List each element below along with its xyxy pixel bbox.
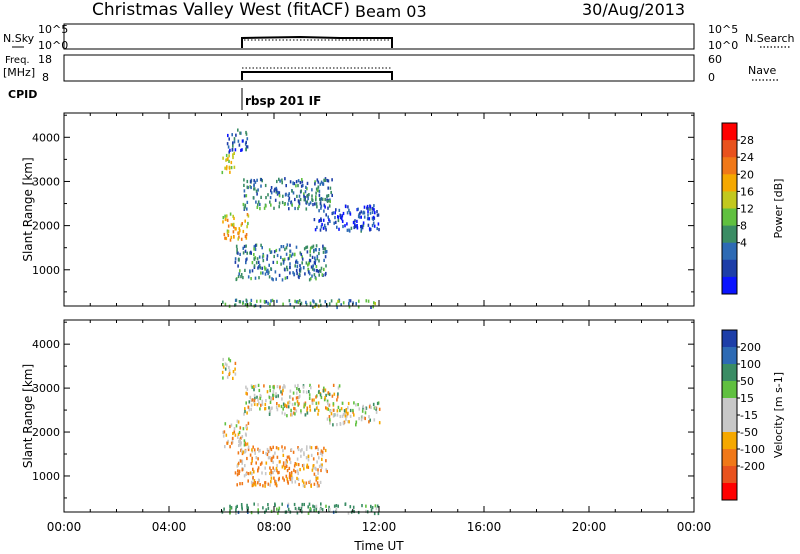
velocity-ytick-3: 4000 <box>32 338 60 351</box>
freq-label-1: Freq. <box>5 55 30 66</box>
velocity-colorbar-swatch-2 <box>722 364 737 382</box>
cpid-label: CPID <box>8 88 37 101</box>
power-colorbar-tick-2: 20 <box>740 168 754 181</box>
power-colorbar: 28 24 20 16 12 8 4 Power [dB] <box>721 122 785 295</box>
power-colorbar-swatch-2 <box>722 157 737 175</box>
velocity-region-0 <box>221 357 237 380</box>
xtick-1: 04:00 <box>152 520 187 534</box>
nsky-panel: N.Sky 10^5 10^0 10^5 10^0 N.Search <box>3 23 795 52</box>
nsky-tick-top-left: 10^5 <box>38 23 68 36</box>
power-colorbar-swatch-4 <box>722 191 737 209</box>
nsky-tick-top-right: 10^5 <box>708 23 738 36</box>
cpid-annotation: rbsp 201 IF <box>245 94 321 108</box>
velocity-colorbar-swatch-9 <box>722 483 737 501</box>
power-colorbar-tick-5: 8 <box>740 220 747 233</box>
power-colorbar-swatch-5 <box>722 208 737 227</box>
xtick-6: 00:00 <box>677 520 712 534</box>
power-colorbar-swatch-6 <box>722 225 737 244</box>
xtick-0: 00:00 <box>47 520 82 534</box>
velocity-colorbar: 200 100 50 15 -15 -50 -100 -200 Velocity [m s-1] <box>721 329 785 501</box>
velocity-colorbar-swatch-6 <box>722 432 737 450</box>
velocity-colorbar-tick-3: 15 <box>740 392 754 405</box>
velocity-colorbar-tick-6: -100 <box>740 443 765 456</box>
station-title: Christmas Valley West (fitACF) <box>92 0 350 20</box>
nsky-label: N.Sky <box>3 32 35 45</box>
velocity-colorbar-tick-5: -50 <box>740 426 758 439</box>
velocity-colorbar-swatch-7 <box>722 449 737 467</box>
power-colorbar-swatch-7 <box>722 242 737 261</box>
power-frame <box>63 112 695 307</box>
velocity-colorbar-swatch-8 <box>722 466 737 484</box>
xtick-2: 08:00 <box>257 520 292 534</box>
power-region-2 <box>222 212 250 242</box>
power-region-1 <box>226 128 249 154</box>
power-colorbar-tick-3: 16 <box>740 185 754 198</box>
freq-tick-top-right: 60 <box>708 53 722 66</box>
power-colorbar-swatch-8 <box>722 259 737 278</box>
velocity-panel: 1000 2000 3000 4000 Slant Range [km] <box>21 319 695 516</box>
power-panel: 1000 2000 3000 4000 Slant Range [km] <box>21 112 695 310</box>
power-ytick-1: 2000 <box>32 220 60 233</box>
velocity-colorbar-tick-2: 50 <box>740 375 754 388</box>
velocity-data-cells <box>221 357 381 516</box>
time-axis: 00:00 04:00 08:00 12:00 16:00 20:00 00:00 Time … <box>47 520 712 553</box>
velocity-ylabel: Slant Range [km] <box>21 364 35 468</box>
power-colorbar-tick-1: 24 <box>740 151 754 164</box>
power-ytick-2: 3000 <box>32 175 60 188</box>
power-region-3 <box>242 177 333 211</box>
freq-tick-top-left: 18 <box>38 53 52 66</box>
xaxis-label: Time UT <box>353 539 404 553</box>
power-colorbar-tick-6: 4 <box>740 237 747 250</box>
power-ylabel: Slant Range [km] <box>21 157 35 261</box>
velocity-colorbar-swatch-5 <box>722 415 737 433</box>
velocity-region-1 <box>222 419 250 449</box>
velocity-region-2 <box>243 383 341 418</box>
power-colorbar-tick-4: 12 <box>740 203 754 216</box>
velocity-colorbar-tick-0: 200 <box>740 341 761 354</box>
velocity-frame <box>63 319 695 513</box>
velocity-region-3 <box>234 445 328 488</box>
velocity-colorbar-label: Velocity [m s-1] <box>772 372 785 458</box>
power-colorbar-swatch-1 <box>722 140 737 158</box>
power-colorbar-label: Power [dB] <box>772 179 785 239</box>
xtick-3: 12:00 <box>362 520 397 534</box>
velocity-region-5 <box>221 502 380 516</box>
nave-label: Nave <box>748 64 776 77</box>
xtick-5: 20:00 <box>572 520 607 534</box>
beam-label: Beam 03 <box>355 2 427 21</box>
power-data-cells <box>221 128 380 310</box>
power-colorbar-swatch-9 <box>722 276 737 295</box>
velocity-ytick-2: 3000 <box>32 382 60 395</box>
velocity-colorbar-tick-1: 100 <box>740 358 761 371</box>
date-label: 30/Aug/2013 <box>582 0 685 19</box>
freq-label-2: [MHz] <box>3 66 35 79</box>
velocity-ytick-0: 1000 <box>32 470 60 483</box>
power-region-5 <box>313 204 380 233</box>
power-region-0 <box>221 151 236 175</box>
nsearch-label: N.Search <box>745 32 795 45</box>
xtick-4: 16:00 <box>467 520 502 534</box>
freq-tick-bottom-left: 8 <box>42 71 49 84</box>
power-colorbar-swatch-3 <box>722 174 737 192</box>
velocity-colorbar-tick-4: -15 <box>740 409 758 422</box>
nsky-tick-bottom-right: 10^0 <box>708 39 738 52</box>
velocity-colorbar-tick-7: -200 <box>740 460 765 473</box>
power-region-4 <box>234 243 328 282</box>
freq-tick-bottom-right: 0 <box>708 71 715 84</box>
velocity-ytick-1: 2000 <box>32 426 60 439</box>
velocity-region-4 <box>326 401 381 427</box>
velocity-colorbar-swatch-4 <box>722 398 737 416</box>
power-ytick-0: 1000 <box>32 264 60 277</box>
velocity-colorbar-swatch-0 <box>722 330 737 348</box>
velocity-colorbar-swatch-3 <box>722 381 737 399</box>
freq-panel: Freq. [MHz] 18 8 60 0 Nave <box>3 53 780 84</box>
nsky-tick-bottom-left: 10^0 <box>38 39 68 52</box>
velocity-colorbar-swatch-1 <box>722 347 737 365</box>
power-colorbar-tick-0: 28 <box>740 134 754 147</box>
power-colorbar-swatch-0 <box>722 123 737 141</box>
power-ytick-3: 4000 <box>32 131 60 144</box>
